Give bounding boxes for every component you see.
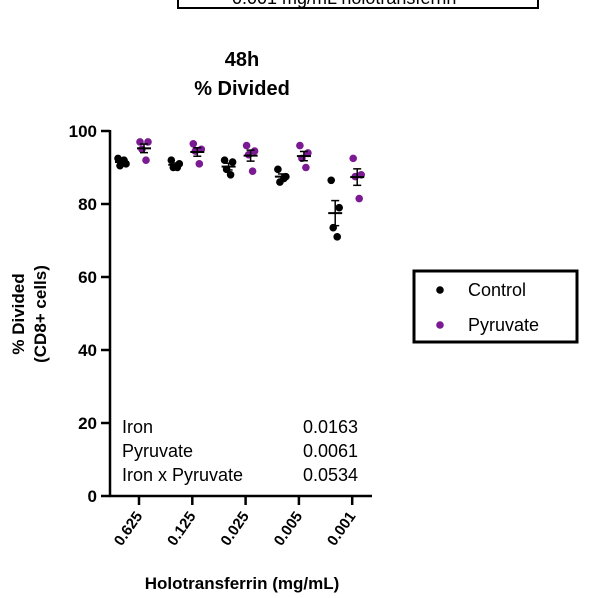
data-point — [349, 154, 358, 163]
x-tick-label: 0.625 — [111, 509, 146, 550]
y-tick-label: 80 — [78, 195, 97, 214]
stat-value: 0.0163 — [303, 417, 358, 437]
y-tick-label: 20 — [78, 414, 97, 433]
data-point — [335, 203, 344, 212]
stat-label: Pyruvate — [122, 441, 193, 461]
data-point — [248, 167, 257, 175]
y-axis-label: % Divided — [9, 273, 28, 354]
y-axis-label: (CD8+ cells) — [31, 265, 50, 363]
data-point — [228, 158, 237, 166]
legend-box — [412, 269, 579, 344]
data-point — [302, 163, 310, 172]
chart-subtitle: % Divided — [194, 78, 290, 100]
data-point — [142, 156, 150, 164]
y-tick-label: 40 — [78, 341, 97, 360]
y-tick-label: 0 — [88, 487, 97, 506]
data-point — [296, 141, 304, 150]
x-tick-label: 0.025 — [217, 509, 252, 550]
data-point — [355, 194, 364, 203]
legend-label: Pyruvate — [468, 315, 539, 335]
data-point — [189, 139, 198, 148]
x-tick-label: 0.125 — [164, 509, 199, 550]
y-tick-label: 100 — [69, 122, 97, 141]
x-axis-label: Holotransferrin (mg/mL) — [145, 574, 340, 593]
legend-label: Control — [468, 280, 526, 300]
legend-marker — [436, 321, 444, 329]
stat-label: Iron x Pyruvate — [122, 465, 243, 485]
data-point — [220, 156, 229, 164]
data-point — [226, 171, 235, 179]
stat-value: 0.0534 — [303, 465, 358, 485]
data-point — [274, 165, 282, 174]
stat-value: 0.0061 — [303, 441, 358, 461]
data-point — [195, 160, 204, 168]
legend-marker — [436, 286, 444, 294]
stat-label: Iron — [122, 417, 153, 437]
x-tick-label: 0.005 — [271, 509, 306, 550]
data-point — [327, 176, 336, 185]
y-tick-label: 60 — [78, 268, 97, 287]
chart-title: 48h — [225, 49, 259, 71]
x-tick-label: 0.001 — [324, 509, 359, 550]
data-point — [333, 233, 342, 241]
header-legend-box — [177, 0, 539, 9]
data-point — [167, 156, 176, 164]
header-legend-text: 0.001 mg/mL holotransferrin — [232, 0, 456, 8]
data-point — [242, 141, 251, 150]
data-point — [250, 147, 259, 155]
